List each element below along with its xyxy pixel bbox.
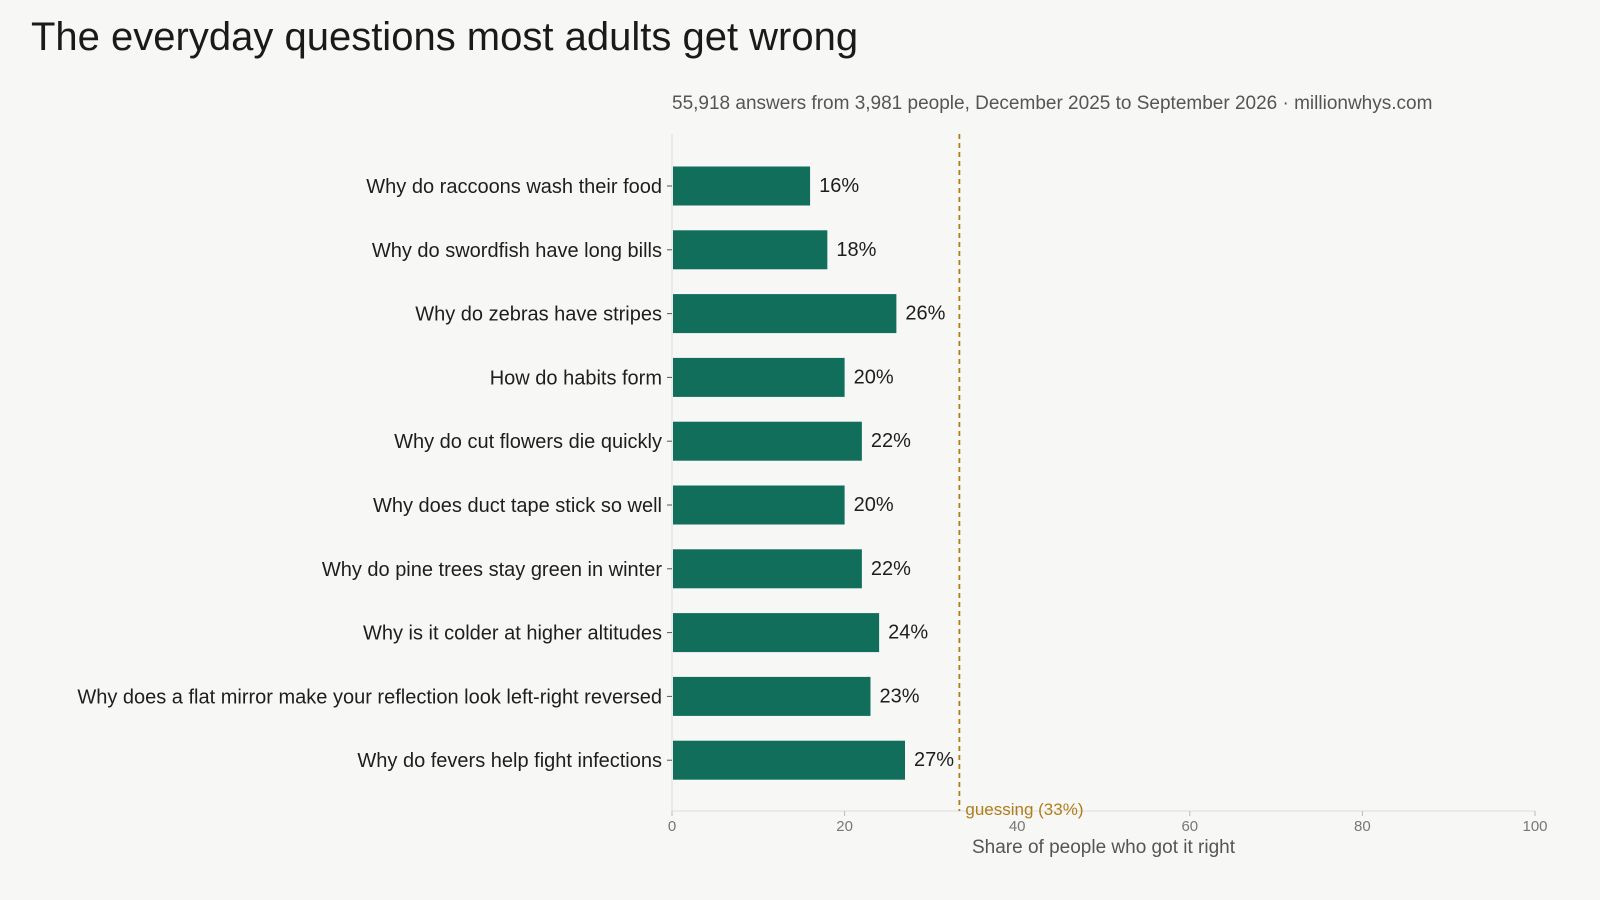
value-label: 20% [854,366,894,388]
category-label: Why do pine trees stay green in winter [322,559,663,581]
x-tick-label: 0 [668,818,676,835]
bar-series: 16% 18% 26% 20% 22% 20% 22% 24% 23% 27% [673,166,954,780]
category-label: Why is it colder at higher altitudes [363,623,662,645]
reference-line-label: guessing (33%) [965,800,1083,819]
value-label: 22% [871,558,911,580]
category-label: Why do swordfish have long bills [372,240,662,262]
value-label: 20% [854,494,894,516]
chart-axes: 0 20 40 60 80 100 Share of people who got it r… [77,134,1548,858]
bar [673,294,897,334]
bar [673,421,862,461]
chart-title: The everyday questions most adults get w… [31,15,859,59]
category-label: Why do raccoons wash their food [366,176,662,198]
category-label: Why do fevers help fight infections [357,750,662,772]
x-axis-title: Share of people who got it right [972,837,1236,858]
x-tick-label: 60 [1181,818,1198,835]
bar [673,166,811,206]
bar [673,549,862,589]
value-label: 22% [871,430,911,452]
value-label: 26% [905,303,945,325]
x-tick-label: 100 [1522,818,1547,835]
x-tick-label: 40 [1009,818,1026,835]
value-label: 27% [914,749,954,771]
value-label: 23% [879,685,919,707]
value-label: 16% [819,175,859,197]
category-label: Why do zebras have stripes [415,304,662,326]
x-tick-label: 80 [1354,818,1371,835]
x-tick-label: 20 [836,818,853,835]
category-label: Why does duct tape stick so well [373,495,662,517]
category-label: Why does a flat mirror make your reflect… [77,686,662,708]
value-label: 24% [888,622,928,644]
chart-subtitle: 55,918 answers from 3,981 people, Decemb… [672,93,1433,114]
bar [673,357,845,397]
value-label: 18% [836,239,876,261]
bar [673,485,845,525]
bar [673,613,880,653]
bar [673,230,828,270]
reference-line-group: guessing (33%) [958,134,1084,819]
bar [673,740,906,780]
category-label: How do habits form [490,367,662,389]
bar [673,676,871,716]
category-label: Why do cut flowers die quickly [394,431,662,453]
